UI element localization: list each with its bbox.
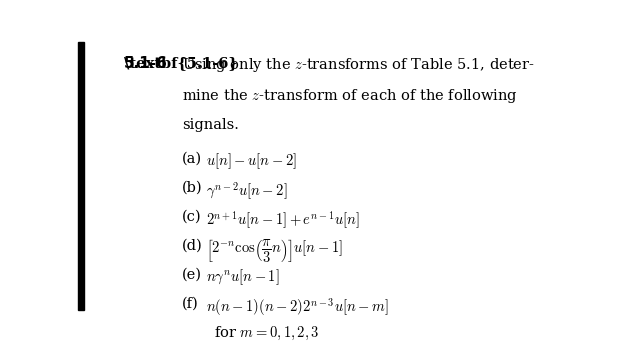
Text: (b): (b) — [182, 181, 203, 195]
Text: $\gamma^{n-2}u[n-2]$: $\gamma^{n-2}u[n-2]$ — [206, 181, 288, 202]
Text: (c): (c) — [182, 209, 202, 223]
Text: $\left[2^{-n}\cos\!\left(\dfrac{\pi}{3}n\right)\right]u[n-1]$: $\left[2^{-n}\cos\!\left(\dfrac{\pi}{3}n… — [206, 238, 343, 266]
Text: (e): (e) — [182, 267, 203, 282]
Text: (a): (a) — [182, 152, 203, 166]
Text: \textbf{5.1-6}: \textbf{5.1-6} — [124, 56, 238, 71]
Text: $n(n-1)(n-2)2^{n-3}u[n-m]$: $n(n-1)(n-2)2^{n-3}u[n-m]$ — [206, 296, 389, 318]
Bar — [78, 42, 84, 310]
Text: $u[n] - u[n-2]$: $u[n] - u[n-2]$ — [206, 152, 298, 171]
Text: 5.1-6: 5.1-6 — [124, 56, 168, 71]
Text: $n\gamma^n u[n-1]$: $n\gamma^n u[n-1]$ — [206, 267, 280, 287]
Text: signals.: signals. — [182, 118, 239, 132]
Text: (f): (f) — [182, 296, 199, 310]
Text: (d): (d) — [182, 238, 203, 252]
Text: for $m = 0, 1, 2, 3$: for $m = 0, 1, 2, 3$ — [214, 325, 319, 342]
Text: $2^{n+1}u[n-1] + e^{n-1}u[n]$: $2^{n+1}u[n-1] + e^{n-1}u[n]$ — [206, 209, 361, 231]
Text: Using only the $z$-transforms of Table 5.1, deter-: Using only the $z$-transforms of Table 5… — [182, 56, 535, 74]
Text: mine the $z$-transform of each of the following: mine the $z$-transform of each of the fo… — [182, 87, 518, 105]
